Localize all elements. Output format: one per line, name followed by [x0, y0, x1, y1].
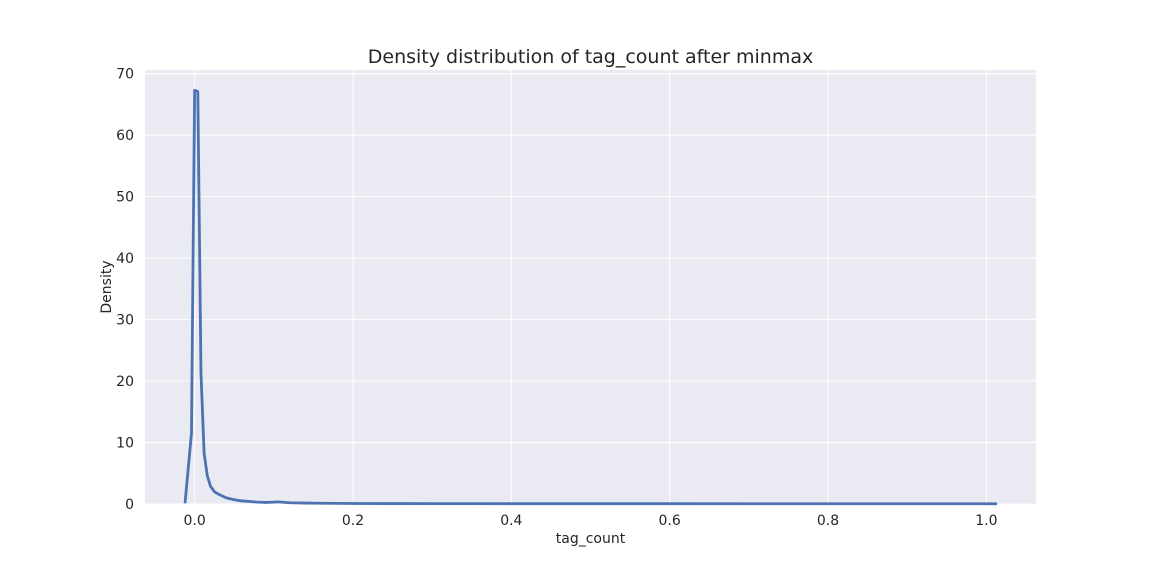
x-tick-label: 0.8 — [817, 513, 839, 529]
x-axis-label: tag_count — [556, 531, 626, 547]
chart-title: Density distribution of tag_count after … — [368, 46, 813, 68]
x-tick-label: 1.0 — [975, 513, 997, 529]
x-tick-labels: 0.0 0.2 0.4 0.6 0.8 1.0 — [184, 513, 998, 529]
x-tick-label: 0.6 — [659, 513, 681, 529]
y-tick-labels: 0 10 20 30 40 50 60 70 — [116, 67, 134, 513]
y-tick-label: 10 — [116, 436, 134, 452]
x-tick-label: 0.4 — [500, 513, 522, 529]
y-tick-label: 30 — [116, 313, 134, 329]
y-tick-label: 70 — [116, 67, 134, 83]
y-tick-label: 50 — [116, 190, 134, 206]
y-tick-label: 0 — [125, 497, 134, 513]
y-tick-label: 60 — [116, 128, 134, 144]
y-tick-label: 40 — [116, 251, 134, 267]
plot-area — [145, 70, 1036, 504]
y-axis-label: Density — [99, 260, 115, 313]
density-line — [183, 88, 998, 506]
y-tick-label: 20 — [116, 374, 134, 390]
series-layer — [183, 88, 998, 506]
x-tick-label: 0.2 — [342, 513, 364, 529]
x-tick-label: 0.0 — [184, 513, 206, 529]
